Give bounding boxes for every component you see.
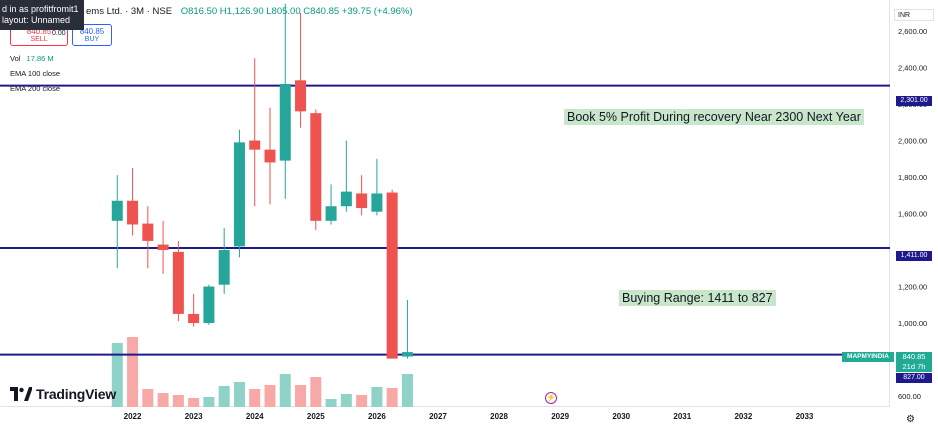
candle-body [157, 244, 169, 251]
symbol-legend: ems Ltd. · 3M · NSE O816.50 H1,126.90 L8… [86, 6, 413, 17]
vol-value: 17.86 M [26, 54, 54, 63]
x-tick-label: 2033 [796, 412, 814, 421]
candle-body [310, 113, 322, 221]
y-tick-label: 1,000.00 [898, 319, 927, 328]
volume-bar [310, 377, 322, 407]
volume-bar [325, 399, 337, 407]
x-tick-label: 2030 [612, 412, 630, 421]
volume-bar [401, 374, 413, 407]
buying-range-annotation[interactable]: Buying Range: 1411 to 827 [619, 290, 776, 306]
sell-price: 840.85 [26, 27, 52, 36]
sell-label: SELL [30, 36, 48, 43]
candle-body [203, 286, 215, 324]
candle-body [188, 313, 200, 324]
candle-body [264, 149, 276, 163]
volume-bar [142, 389, 154, 407]
level-1411-tag: 1,411.00 [896, 251, 932, 261]
candle-body [325, 206, 337, 221]
volume-bar [295, 385, 307, 407]
volume-bar [218, 386, 230, 407]
volume-bar [157, 393, 169, 407]
lightning-icon[interactable]: ⚡ [545, 392, 557, 404]
ema200-indicator[interactable]: EMA 200 close [10, 84, 61, 93]
volume-bar [386, 388, 398, 407]
y-tick-label: 600.00 [898, 392, 921, 401]
volume-bar [279, 374, 291, 407]
vol-label: Vol [10, 54, 21, 63]
ohlc-values: O816.50 H1,126.90 L805.00 C840.85 +39.75… [180, 6, 413, 17]
x-tick-label: 2025 [307, 412, 325, 421]
candle-body [386, 192, 398, 359]
candle-body [401, 352, 413, 357]
volume-bar [203, 397, 215, 407]
x-tick-label: 2023 [185, 412, 203, 421]
volume-bar [233, 382, 245, 407]
y-tick-label: 2,400.00 [898, 64, 927, 73]
tradingview-logo[interactable]: TradingView [10, 386, 116, 402]
candle-body [111, 200, 123, 221]
tooltip-line-2: layout: Unnamed [2, 15, 71, 25]
level-827-tag: 827.00 [896, 373, 932, 383]
volume-bar [264, 385, 276, 407]
volume-bar [340, 394, 352, 407]
volume-bar [371, 387, 383, 407]
candle-body [295, 80, 307, 112]
candle-body [172, 251, 184, 314]
level-2301-tag: 2,301.00 [896, 96, 932, 106]
x-tick-label: 2029 [551, 412, 569, 421]
buy-label: BUY [84, 36, 100, 43]
candle-body [356, 193, 368, 209]
settings-gear-icon[interactable]: ⚙ [906, 414, 915, 425]
x-tick-label: 2032 [734, 412, 752, 421]
y-tick-label: 2,000.00 [898, 137, 927, 146]
symbol-title[interactable]: ems Ltd. · 3M · NSE [86, 6, 173, 17]
x-tick-label: 2024 [246, 412, 264, 421]
volume-bar [249, 389, 261, 407]
x-tick-label: 2031 [673, 412, 691, 421]
last-price-tag: 840.85 21d 7h [896, 352, 932, 372]
last-price: 840.85 [902, 352, 926, 361]
x-tick-label: 2022 [124, 412, 142, 421]
candle-body [249, 140, 261, 150]
x-tick-label: 2026 [368, 412, 386, 421]
x-tick-label: 2028 [490, 412, 508, 421]
tradingview-logo-icon [10, 387, 32, 401]
buy-price: 840.85 [79, 27, 105, 36]
volume-bar [127, 337, 139, 407]
plot-area[interactable]: 600.00 1,000.00 1,200.00 1,600.00 1,800.00 2,… [0, 0, 927, 421]
ema100-indicator[interactable]: EMA 100 close [10, 69, 61, 78]
y-tick-label: 1,200.00 [898, 283, 927, 292]
book-profit-annotation[interactable]: Book 5% Profit During recovery Near 2300… [564, 109, 864, 125]
bar-countdown: 21d 7h [902, 361, 926, 371]
candle-body [279, 83, 291, 161]
spread-value: 0.00 [52, 30, 66, 37]
candle-body [218, 250, 230, 285]
candle-body [233, 142, 245, 247]
volume-bar [111, 343, 123, 407]
volume-indicator[interactable]: Vol 17.86 M [10, 54, 54, 63]
tooltip-line-1: d in as profitfromit1 [2, 4, 79, 14]
tradingview-logo-text: TradingView [36, 386, 117, 402]
volume-bar [188, 398, 200, 407]
y-tick-label: 1,600.00 [898, 210, 927, 219]
y-tick-label: 2,600.00 [898, 27, 927, 36]
candle-body [340, 191, 352, 207]
candle-body [371, 193, 383, 212]
login-tooltip: d in as profitfromit1 layout: Unnamed [0, 0, 84, 30]
currency-selector[interactable]: INR [894, 9, 934, 21]
x-tick-label: 2027 [429, 412, 447, 421]
candle-body [127, 200, 139, 225]
volume-bar [356, 395, 368, 407]
y-tick-label: 1,800.00 [898, 173, 927, 182]
candle-body [142, 223, 154, 241]
symbol-tag: MAPMYINDIA [842, 352, 894, 362]
volume-bar [172, 395, 184, 407]
